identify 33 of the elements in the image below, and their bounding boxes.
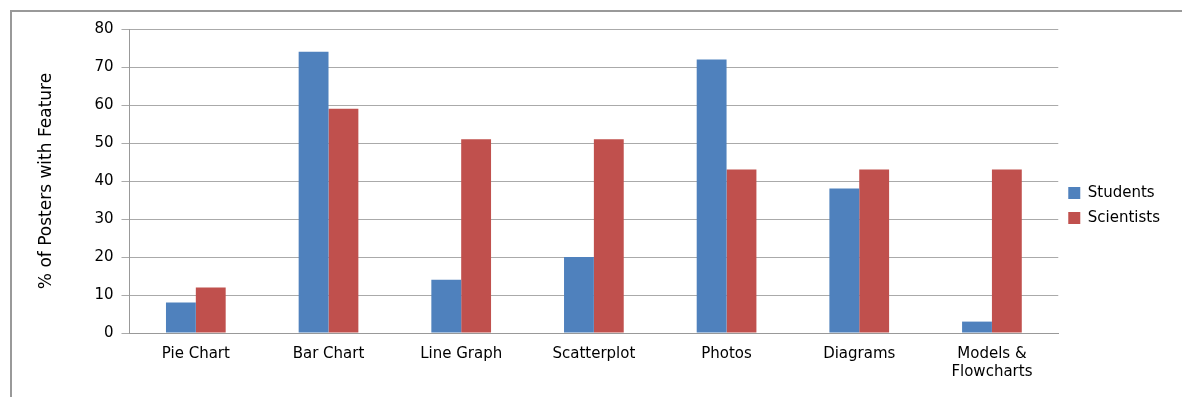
- y-tick-label: 60: [94, 94, 114, 113]
- bar: [726, 169, 757, 333]
- bar: [859, 169, 890, 333]
- bar: [298, 51, 329, 333]
- bar: [431, 279, 462, 333]
- bar: [195, 287, 226, 333]
- bar: [593, 139, 624, 333]
- bar: [328, 108, 359, 333]
- bar: [564, 257, 594, 333]
- y-tick-label: 20: [94, 246, 114, 265]
- bar: [461, 139, 492, 333]
- x-tick-label: Photos: [701, 343, 753, 362]
- y-tick-label: 40: [94, 170, 114, 189]
- y-tick-label: 10: [94, 284, 114, 303]
- x-tick-label: Models & Flowcharts: [951, 343, 1033, 380]
- bar: [165, 302, 196, 333]
- y-tick-label: 30: [94, 208, 114, 227]
- bar: [829, 188, 860, 333]
- y-tick-label: 0: [103, 322, 114, 341]
- x-tick-label: Diagrams: [823, 343, 896, 362]
- x-tick-label: Line Graph: [420, 343, 503, 362]
- bar: [991, 169, 1022, 333]
- y-tick-label: 80: [94, 18, 114, 37]
- legend-label: Students: [1087, 182, 1155, 201]
- y-tick-label: 50: [94, 132, 114, 151]
- bar: [696, 59, 727, 333]
- legend-label: Scientists: [1087, 207, 1161, 226]
- y-axis-title: % of Posters with Feature: [34, 72, 55, 290]
- x-tick-label: Scatterplot: [552, 343, 636, 362]
- bar: [962, 321, 992, 333]
- y-tick-label: 70: [94, 56, 114, 75]
- x-tick-label: Bar Chart: [292, 343, 365, 362]
- x-tick-label: Pie Chart: [161, 343, 230, 362]
